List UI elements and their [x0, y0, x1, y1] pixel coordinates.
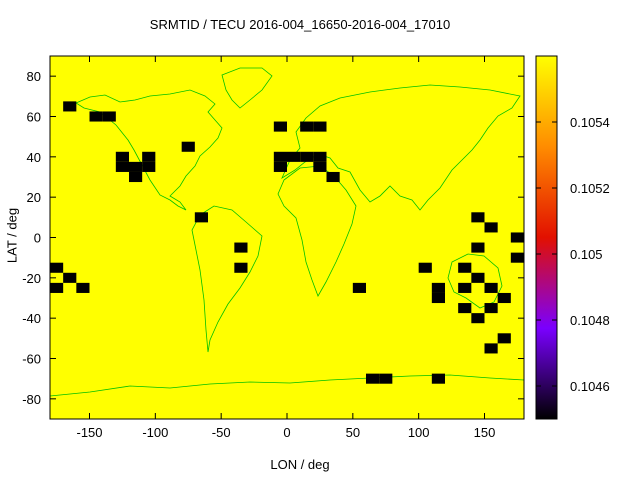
data-cell	[300, 151, 314, 162]
x-tick-label: 50	[346, 425, 360, 440]
data-cell	[471, 313, 485, 324]
colorbar-ticks: 0.1046 0.1048 0.105 0.1052 0.1054	[536, 115, 610, 394]
data-cell	[431, 373, 445, 384]
x-tick-label: -150	[76, 425, 102, 440]
data-cell	[300, 121, 314, 132]
data-cell	[234, 262, 248, 273]
data-cell	[379, 373, 393, 384]
coastline-north-america	[75, 89, 223, 211]
y-tick-label: 20	[27, 190, 41, 205]
colorbar-tick-label: 0.1052	[570, 181, 610, 196]
colorbar	[535, 55, 558, 420]
data-cell	[287, 151, 301, 162]
data-cell	[76, 282, 90, 293]
coastline-south-america	[191, 205, 263, 353]
colorbar-tick-label: 0.1046	[570, 379, 610, 394]
data-cell	[418, 262, 432, 273]
colorbar-tick-label: 0.105	[570, 247, 603, 262]
data-cell	[115, 151, 129, 162]
data-cell	[484, 343, 498, 354]
y-tick-label: -20	[22, 271, 41, 286]
data-cell	[273, 151, 287, 162]
data-cell	[234, 242, 248, 253]
data-cell	[273, 161, 287, 172]
y-axis: -80 -60 -40 -20 0 20 40 60 80	[22, 69, 524, 407]
data-cells	[50, 101, 524, 384]
x-axis: -150 -100 -50 0 50 100 150	[76, 56, 495, 440]
data-cell	[115, 161, 129, 172]
data-cell	[484, 282, 498, 293]
x-tick-label: 0	[283, 425, 290, 440]
y-tick-label: 80	[27, 69, 41, 84]
data-cell	[471, 272, 485, 283]
data-cell	[142, 151, 156, 162]
data-cell	[431, 292, 445, 304]
data-cell	[431, 282, 445, 293]
x-axis-label: LON / deg	[270, 457, 330, 472]
coastline-greenland	[221, 67, 273, 109]
data-cell	[484, 222, 498, 233]
y-tick-label: 40	[27, 150, 41, 165]
coastline-eurasia	[281, 84, 521, 211]
data-cell	[471, 242, 485, 253]
colorbar-tick-label: 0.1054	[570, 115, 610, 130]
data-cell	[366, 373, 380, 384]
data-cell	[458, 303, 472, 314]
data-cell	[63, 272, 77, 283]
data-cell	[142, 161, 156, 172]
data-cell	[471, 212, 485, 223]
data-cell	[63, 101, 77, 112]
y-tick-label: 0	[34, 231, 41, 246]
x-tick-label: -50	[212, 425, 231, 440]
chart-title: SRMTID / TECU 2016-004_16650-2016-004_17…	[149, 17, 451, 32]
data-cell	[497, 333, 511, 344]
data-cell	[273, 121, 287, 132]
y-tick-label: -60	[22, 352, 41, 367]
data-cell	[181, 141, 195, 152]
data-cell	[102, 111, 116, 122]
data-cell	[313, 151, 327, 162]
plot-area	[50, 56, 524, 419]
x-tick-label: -100	[142, 425, 168, 440]
data-cell	[50, 282, 64, 293]
data-cell	[129, 171, 143, 183]
coastline-antarctica	[49, 374, 525, 397]
data-cell	[129, 161, 143, 172]
y-tick-label: -40	[22, 311, 41, 326]
x-tick-label: 150	[474, 425, 496, 440]
data-cell	[326, 171, 340, 183]
data-cell	[352, 282, 366, 293]
data-cell	[497, 292, 511, 304]
data-cell	[510, 232, 524, 243]
data-cell	[458, 282, 472, 293]
x-tick-label: 100	[408, 425, 430, 440]
y-tick-label: -80	[22, 392, 41, 407]
data-cell	[458, 262, 472, 273]
coastline-australia	[447, 253, 503, 309]
data-cell	[484, 303, 498, 314]
colorbar-tick-label: 0.1048	[570, 313, 610, 328]
data-cell	[313, 161, 327, 172]
data-cell	[194, 212, 208, 223]
y-axis-label: LAT / deg	[4, 207, 20, 264]
data-cell	[313, 121, 327, 132]
data-cell	[50, 262, 64, 273]
data-cell	[510, 252, 524, 263]
y-tick-label: 60	[27, 110, 41, 125]
data-cell	[89, 111, 103, 122]
